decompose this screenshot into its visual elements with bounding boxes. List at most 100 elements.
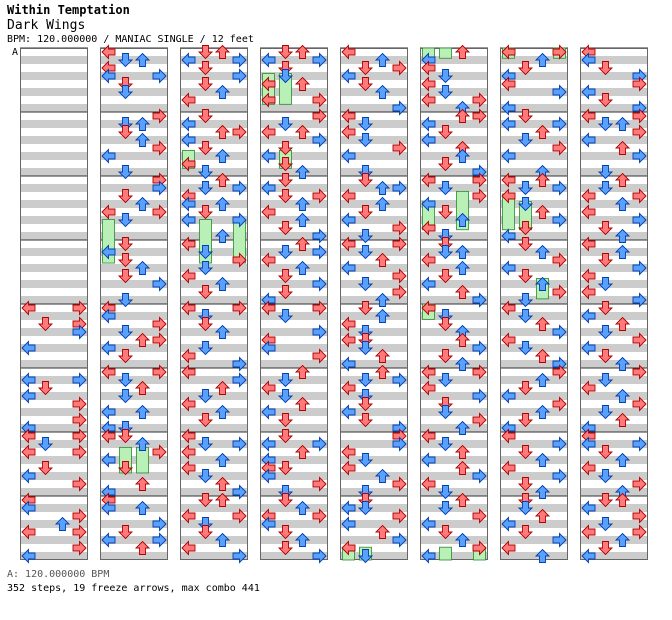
step-arrow-right	[152, 140, 167, 156]
beat-stripe	[20, 424, 88, 432]
step-arrow-down	[277, 189, 294, 204]
step-arrow-down	[517, 197, 534, 212]
step-arrow-up	[294, 260, 311, 275]
beat-stripe	[340, 248, 408, 256]
beat-stripe	[340, 280, 408, 288]
step-arrow-right	[472, 468, 487, 484]
beat-stripe	[260, 232, 328, 240]
beat-stripe	[180, 168, 248, 176]
beat-stripe	[100, 280, 168, 288]
beat-stripe	[260, 216, 328, 224]
beat-stripe	[260, 152, 328, 160]
step-arrow-up	[534, 372, 551, 387]
step-arrow-left	[101, 44, 116, 60]
step-arrow-right	[72, 372, 87, 388]
step-arrow-left	[581, 204, 596, 220]
step-arrow-right	[552, 252, 567, 268]
song-header: Within Temptation Dark Wings BPM: 120.00…	[7, 3, 667, 45]
beat-stripe	[420, 216, 488, 224]
step-arrow-up	[54, 516, 71, 531]
beat-stripe	[420, 232, 488, 240]
beat-stripe	[260, 248, 328, 256]
step-arrow-left	[501, 76, 516, 92]
step-arrow-right	[472, 508, 487, 524]
beat-stripe	[580, 424, 648, 432]
step-arrow-right	[472, 388, 487, 404]
beat-stripe	[500, 360, 568, 368]
step-arrow-up	[374, 196, 391, 211]
step-arrow-down	[277, 221, 294, 236]
step-arrow-down	[597, 277, 614, 292]
step-arrow-right	[232, 300, 247, 316]
step-arrow-right	[392, 532, 407, 548]
step-arrow-left	[501, 228, 516, 244]
step-arrow-right	[632, 508, 647, 524]
beat-stripe	[100, 120, 168, 128]
step-arrow-down	[197, 413, 214, 428]
meta-sep-2: /	[193, 34, 212, 45]
step-arrow-right	[632, 364, 647, 380]
step-arrow-left	[581, 524, 596, 540]
beat-stripe	[420, 312, 488, 320]
step-arrow-left	[181, 508, 196, 524]
step-arrow-down	[437, 125, 454, 140]
step-arrow-right	[152, 316, 167, 332]
beat-stripe	[20, 104, 88, 112]
step-arrow-down	[117, 53, 134, 68]
beat-stripe	[500, 232, 568, 240]
step-arrow-right	[472, 188, 487, 204]
step-arrow-left	[21, 444, 36, 460]
beat-stripe	[260, 328, 328, 336]
step-arrow-up	[134, 132, 151, 147]
beat-stripe	[500, 392, 568, 400]
step-arrow-up	[134, 116, 151, 131]
column-border	[420, 48, 488, 560]
beat-stripe	[100, 360, 168, 368]
step-arrow-down	[517, 293, 534, 308]
step-arrow-down	[517, 237, 534, 252]
step-arrow-down	[597, 221, 614, 236]
beat-stripe	[20, 152, 88, 160]
beat-stripe	[340, 440, 408, 448]
step-arrow-right	[312, 92, 327, 108]
step-arrow-right	[472, 364, 487, 380]
beat-stripe	[420, 264, 488, 272]
step-arrow-right	[632, 188, 647, 204]
step-arrow-right	[152, 204, 167, 220]
step-arrow-down	[197, 109, 214, 124]
step-arrow-down	[117, 253, 134, 268]
beat-stripe	[180, 504, 248, 512]
step-arrow-left	[181, 348, 196, 364]
step-arrow-up	[534, 348, 551, 363]
freeze-arrow	[136, 446, 149, 474]
step-arrow-left	[341, 316, 356, 332]
step-arrow-left	[581, 236, 596, 252]
step-arrow-right	[72, 508, 87, 524]
step-arrow-down	[277, 141, 294, 156]
beat-stripe	[180, 360, 248, 368]
step-arrow-down	[117, 525, 134, 540]
step-arrow-up	[294, 76, 311, 91]
step-arrow-down	[197, 61, 214, 76]
beat-stripe	[20, 136, 88, 144]
beat-stripe	[580, 520, 648, 528]
step-arrow-right	[232, 484, 247, 500]
step-arrow-left	[341, 188, 356, 204]
beat-stripe	[500, 472, 568, 480]
beat-stripe	[180, 552, 248, 560]
beat-stripe	[500, 312, 568, 320]
step-arrow-up	[294, 500, 311, 515]
step-arrow-right	[472, 292, 487, 308]
beat-stripe	[260, 72, 328, 80]
step-arrow-right	[632, 148, 647, 164]
step-arrow-right	[312, 348, 327, 364]
step-arrow-down	[357, 245, 374, 260]
step-arrow-right	[552, 468, 567, 484]
step-arrow-up	[134, 52, 151, 67]
step-arrow-right	[552, 436, 567, 452]
step-arrow-down	[437, 157, 454, 172]
step-arrow-left	[261, 204, 276, 220]
step-arrow-right	[472, 172, 487, 188]
step-arrow-left	[261, 148, 276, 164]
step-arrow-down	[117, 389, 134, 404]
